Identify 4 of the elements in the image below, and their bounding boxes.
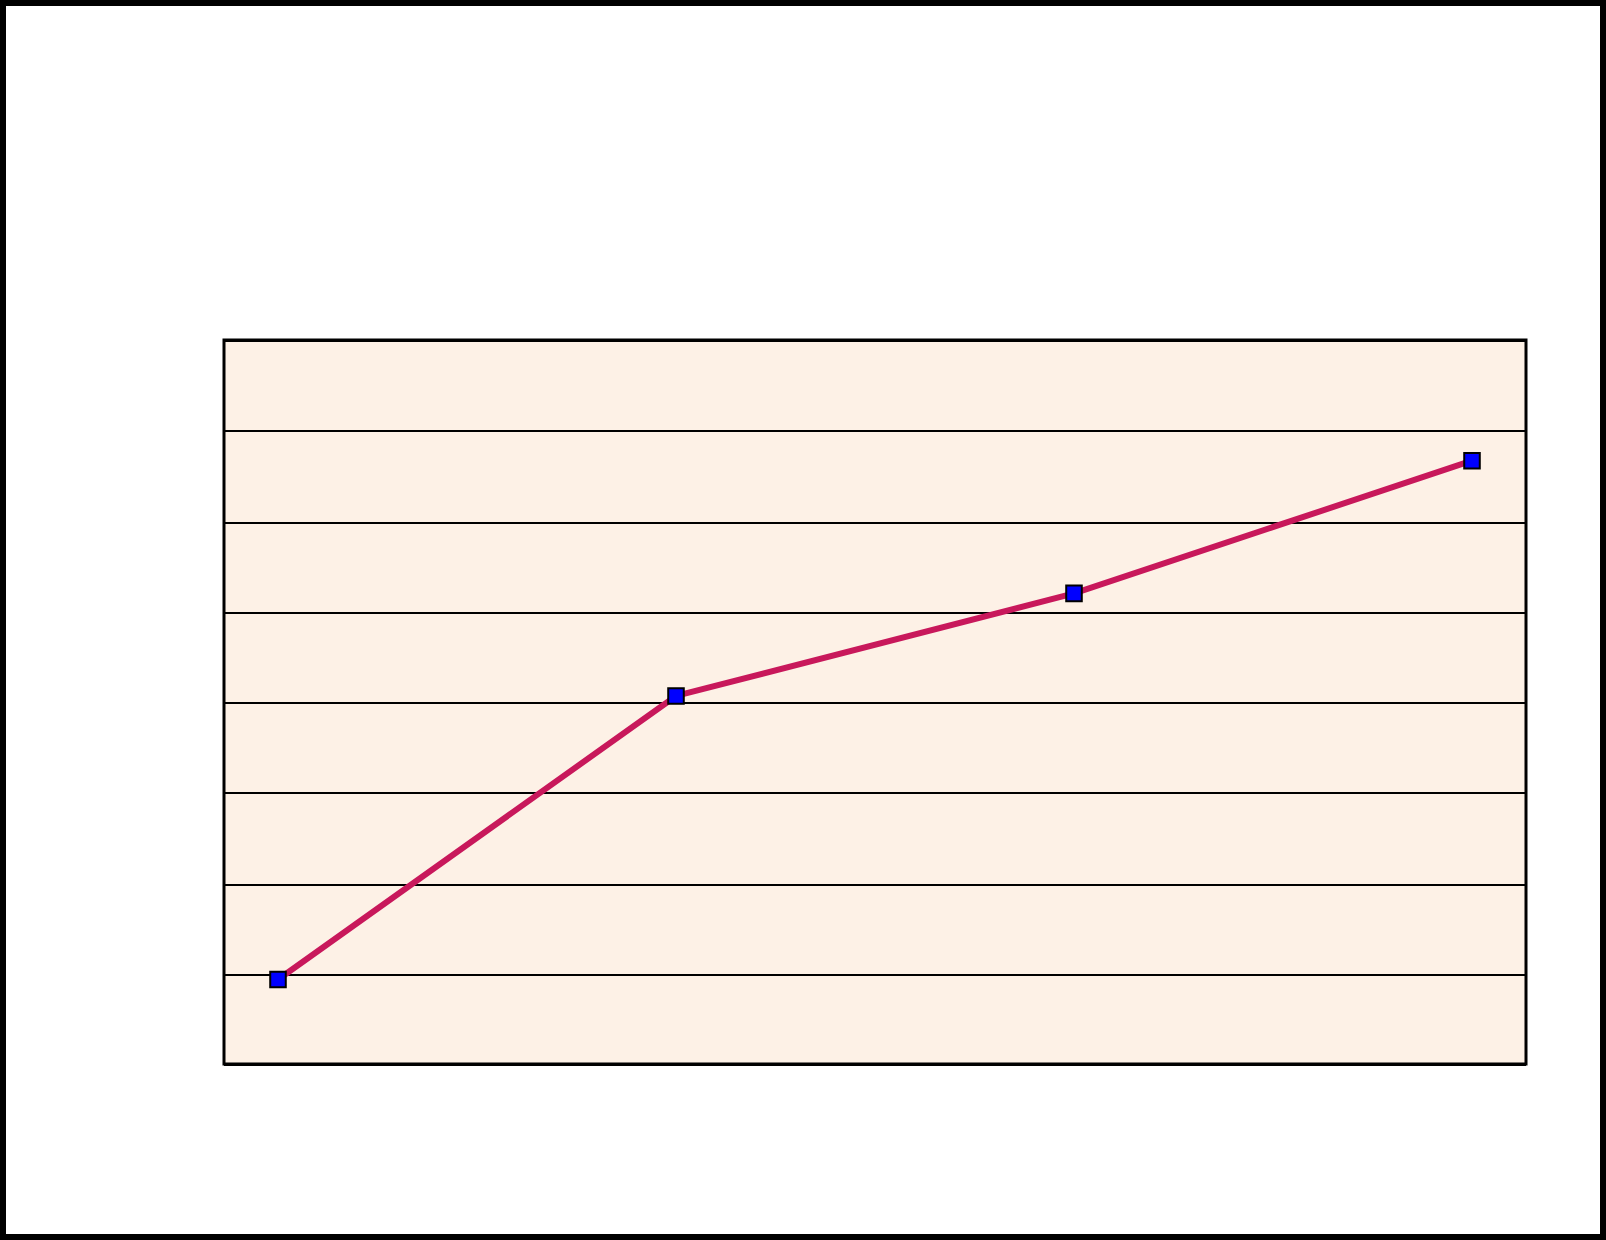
point [667, 687, 685, 705]
point [1463, 451, 1481, 470]
point [269, 970, 287, 989]
point [1065, 584, 1083, 603]
